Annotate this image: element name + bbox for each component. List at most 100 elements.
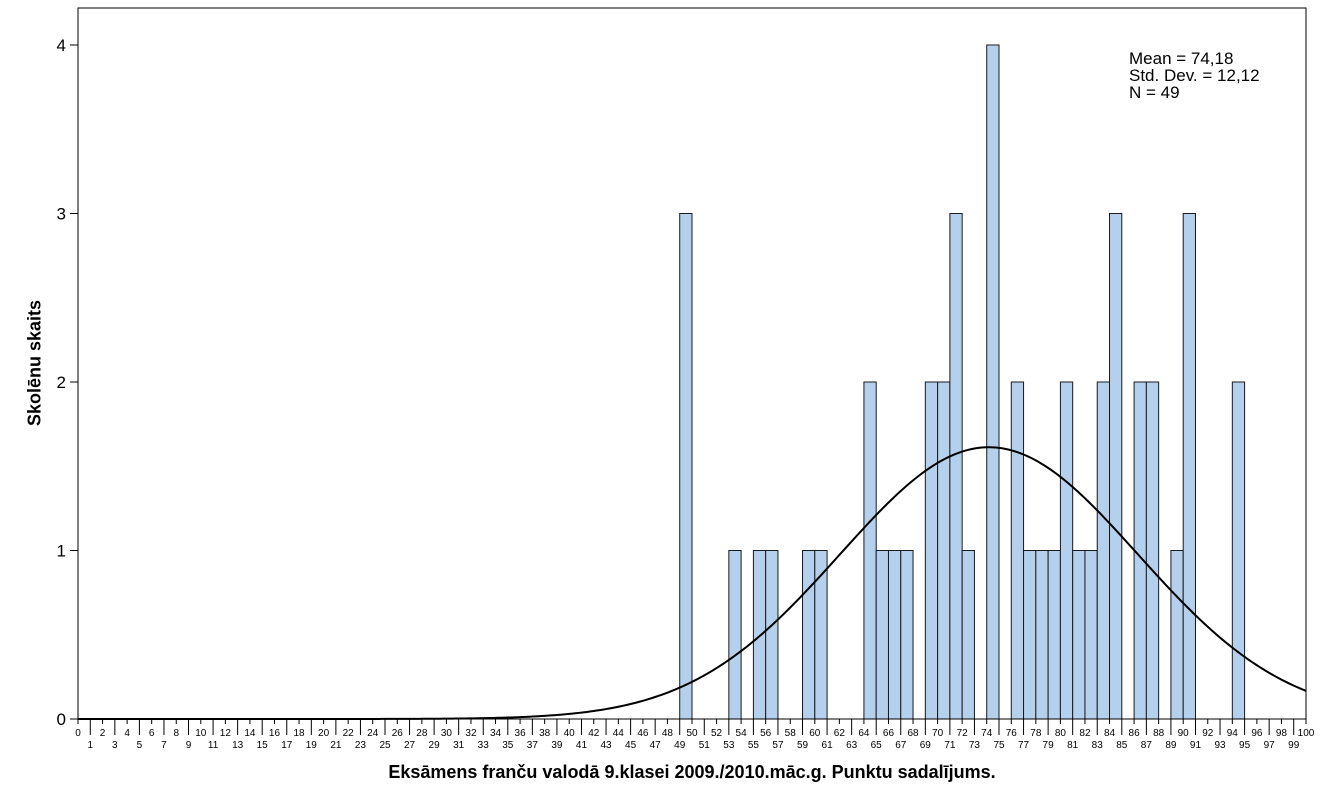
histogram-bar bbox=[986, 44, 1000, 720]
x-tick-label: 37 bbox=[527, 740, 539, 751]
x-tick-label: 17 bbox=[281, 740, 293, 751]
histogram-bar bbox=[1084, 550, 1098, 720]
x-tick-label: 84 bbox=[1104, 728, 1116, 739]
x-tick-label: 83 bbox=[1092, 740, 1104, 751]
x-tick-label: 94 bbox=[1227, 728, 1239, 739]
x-tick-label: 66 bbox=[883, 728, 895, 739]
x-tick-label: 8 bbox=[173, 728, 179, 739]
x-tick-label: 20 bbox=[318, 728, 330, 739]
x-tick-label: 9 bbox=[186, 740, 192, 751]
x-tick-label: 56 bbox=[760, 728, 772, 739]
x-tick-label: 85 bbox=[1116, 740, 1128, 751]
histogram-bar bbox=[1010, 381, 1025, 720]
x-tick-label: 2 bbox=[100, 728, 106, 739]
x-tick-label: 82 bbox=[1079, 728, 1091, 739]
x-tick-label: 88 bbox=[1153, 728, 1165, 739]
x-tick-label: 32 bbox=[465, 728, 477, 739]
histogram-bar bbox=[765, 550, 779, 720]
x-tick-label: 51 bbox=[699, 740, 711, 751]
x-tick-label: 72 bbox=[957, 728, 969, 739]
x-tick-label: 69 bbox=[920, 740, 932, 751]
histogram-bar bbox=[802, 550, 816, 720]
x-tick-label: 57 bbox=[772, 740, 784, 751]
x-tick-label: 60 bbox=[809, 728, 821, 739]
x-tick-label: 50 bbox=[686, 728, 698, 739]
x-tick-label: 27 bbox=[404, 740, 416, 751]
x-tick-label: 62 bbox=[834, 728, 846, 739]
x-tick-label: 6 bbox=[149, 728, 155, 739]
x-tick-label: 52 bbox=[711, 728, 723, 739]
x-tick-label: 76 bbox=[1006, 728, 1018, 739]
x-tick-label: 33 bbox=[478, 740, 490, 751]
x-tick-label: 3 bbox=[112, 740, 118, 751]
x-tick-label: 73 bbox=[969, 740, 981, 751]
y-tick-label: 0 bbox=[57, 710, 66, 729]
x-tick-label: 61 bbox=[822, 740, 834, 751]
x-tick-label: 42 bbox=[588, 728, 600, 739]
x-tick-label: 38 bbox=[539, 728, 551, 739]
histogram-bar bbox=[1109, 213, 1123, 720]
histogram-bar bbox=[887, 550, 902, 720]
x-tick-label: 41 bbox=[576, 740, 588, 751]
x-tick-label: 31 bbox=[453, 740, 465, 751]
x-tick-label: 26 bbox=[392, 728, 404, 739]
x-tick-label: 81 bbox=[1067, 740, 1079, 751]
histogram-bar bbox=[728, 550, 742, 720]
x-tick-label: 23 bbox=[355, 740, 367, 751]
x-tick-label: 22 bbox=[343, 728, 355, 739]
histogram-bar bbox=[1059, 381, 1074, 720]
x-tick-label: 39 bbox=[551, 740, 563, 751]
x-tick-label: 24 bbox=[367, 728, 379, 739]
x-tick-label: 67 bbox=[895, 740, 907, 751]
x-tick-label: 19 bbox=[306, 740, 318, 751]
x-tick-label: 14 bbox=[244, 728, 256, 739]
x-tick-label: 90 bbox=[1178, 728, 1190, 739]
x-tick-label: 65 bbox=[871, 740, 883, 751]
histogram-bar bbox=[900, 550, 914, 720]
x-tick-label: 4 bbox=[124, 728, 130, 739]
x-tick-label: 70 bbox=[932, 728, 944, 739]
x-tick-label: 7 bbox=[161, 740, 167, 751]
stats-std-dev: Std. Dev. = 12,12 bbox=[1129, 66, 1260, 85]
x-tick-label: 10 bbox=[195, 728, 207, 739]
x-tick-label: 92 bbox=[1202, 728, 1214, 739]
x-tick-label: 55 bbox=[748, 740, 760, 751]
histogram-bar bbox=[937, 381, 951, 720]
x-tick-label: 25 bbox=[379, 740, 391, 751]
x-tick-label: 1 bbox=[87, 740, 93, 751]
x-tick-label: 95 bbox=[1239, 740, 1251, 751]
x-tick-label: 53 bbox=[723, 740, 735, 751]
histogram-bar bbox=[1231, 381, 1246, 720]
y-tick-label: 1 bbox=[57, 542, 66, 561]
x-tick-label: 86 bbox=[1129, 728, 1141, 739]
y-tick-label: 4 bbox=[57, 36, 66, 55]
stats-n: N = 49 bbox=[1129, 83, 1180, 102]
x-tick-label: 58 bbox=[785, 728, 797, 739]
x-tick-label: 89 bbox=[1165, 740, 1177, 751]
x-tick-label: 71 bbox=[944, 740, 956, 751]
histogram-bar bbox=[1182, 213, 1196, 720]
x-tick-label: 64 bbox=[858, 728, 870, 739]
x-tick-label: 97 bbox=[1264, 740, 1276, 751]
histogram-bar bbox=[1133, 381, 1147, 720]
histogram-bar bbox=[1096, 381, 1111, 720]
x-tick-label: 74 bbox=[981, 728, 993, 739]
y-tick-label: 2 bbox=[57, 373, 66, 392]
x-tick-label: 11 bbox=[208, 740, 219, 751]
x-tick-label: 30 bbox=[441, 728, 453, 739]
x-tick-label: 48 bbox=[662, 728, 674, 739]
x-tick-label: 63 bbox=[846, 740, 858, 751]
x-tick-label: 59 bbox=[797, 740, 809, 751]
x-tick-label: 91 bbox=[1190, 740, 1202, 751]
x-tick-label: 99 bbox=[1288, 740, 1300, 751]
stats-mean: Mean = 74,18 bbox=[1129, 49, 1234, 68]
histogram-bar bbox=[924, 381, 939, 720]
x-tick-label: 75 bbox=[993, 740, 1005, 751]
histogram-bar bbox=[1047, 550, 1061, 720]
x-tick-label: 21 bbox=[330, 740, 342, 751]
x-tick-label: 46 bbox=[637, 728, 649, 739]
histogram-bar bbox=[1035, 550, 1049, 720]
x-tick-label: 36 bbox=[515, 728, 527, 739]
histogram-bar bbox=[1145, 381, 1160, 720]
